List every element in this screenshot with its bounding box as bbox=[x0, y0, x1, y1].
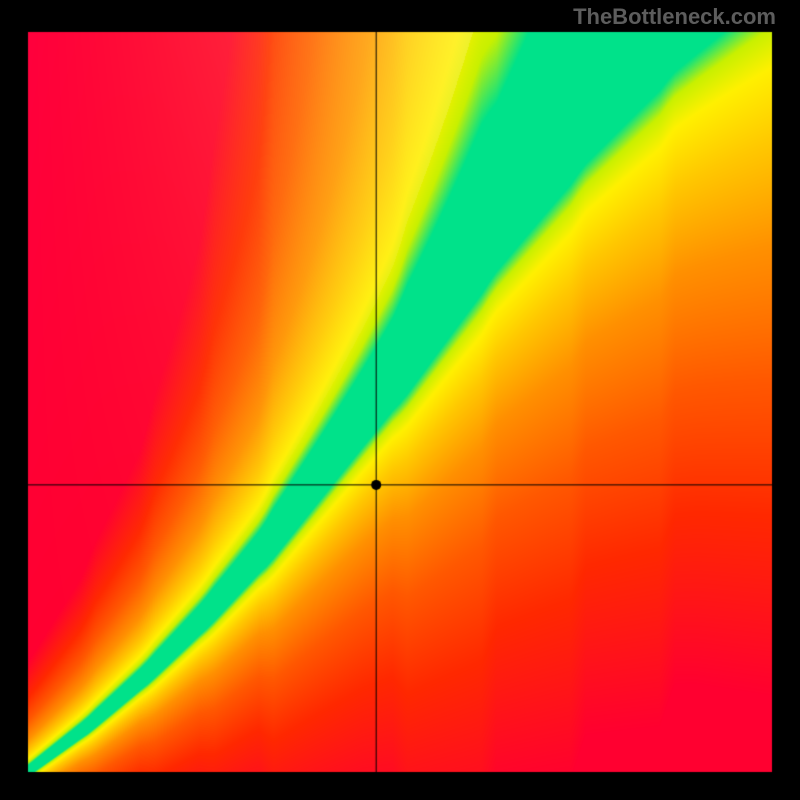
watermark-text: TheBottleneck.com bbox=[573, 4, 776, 30]
heatmap-canvas bbox=[0, 0, 800, 800]
